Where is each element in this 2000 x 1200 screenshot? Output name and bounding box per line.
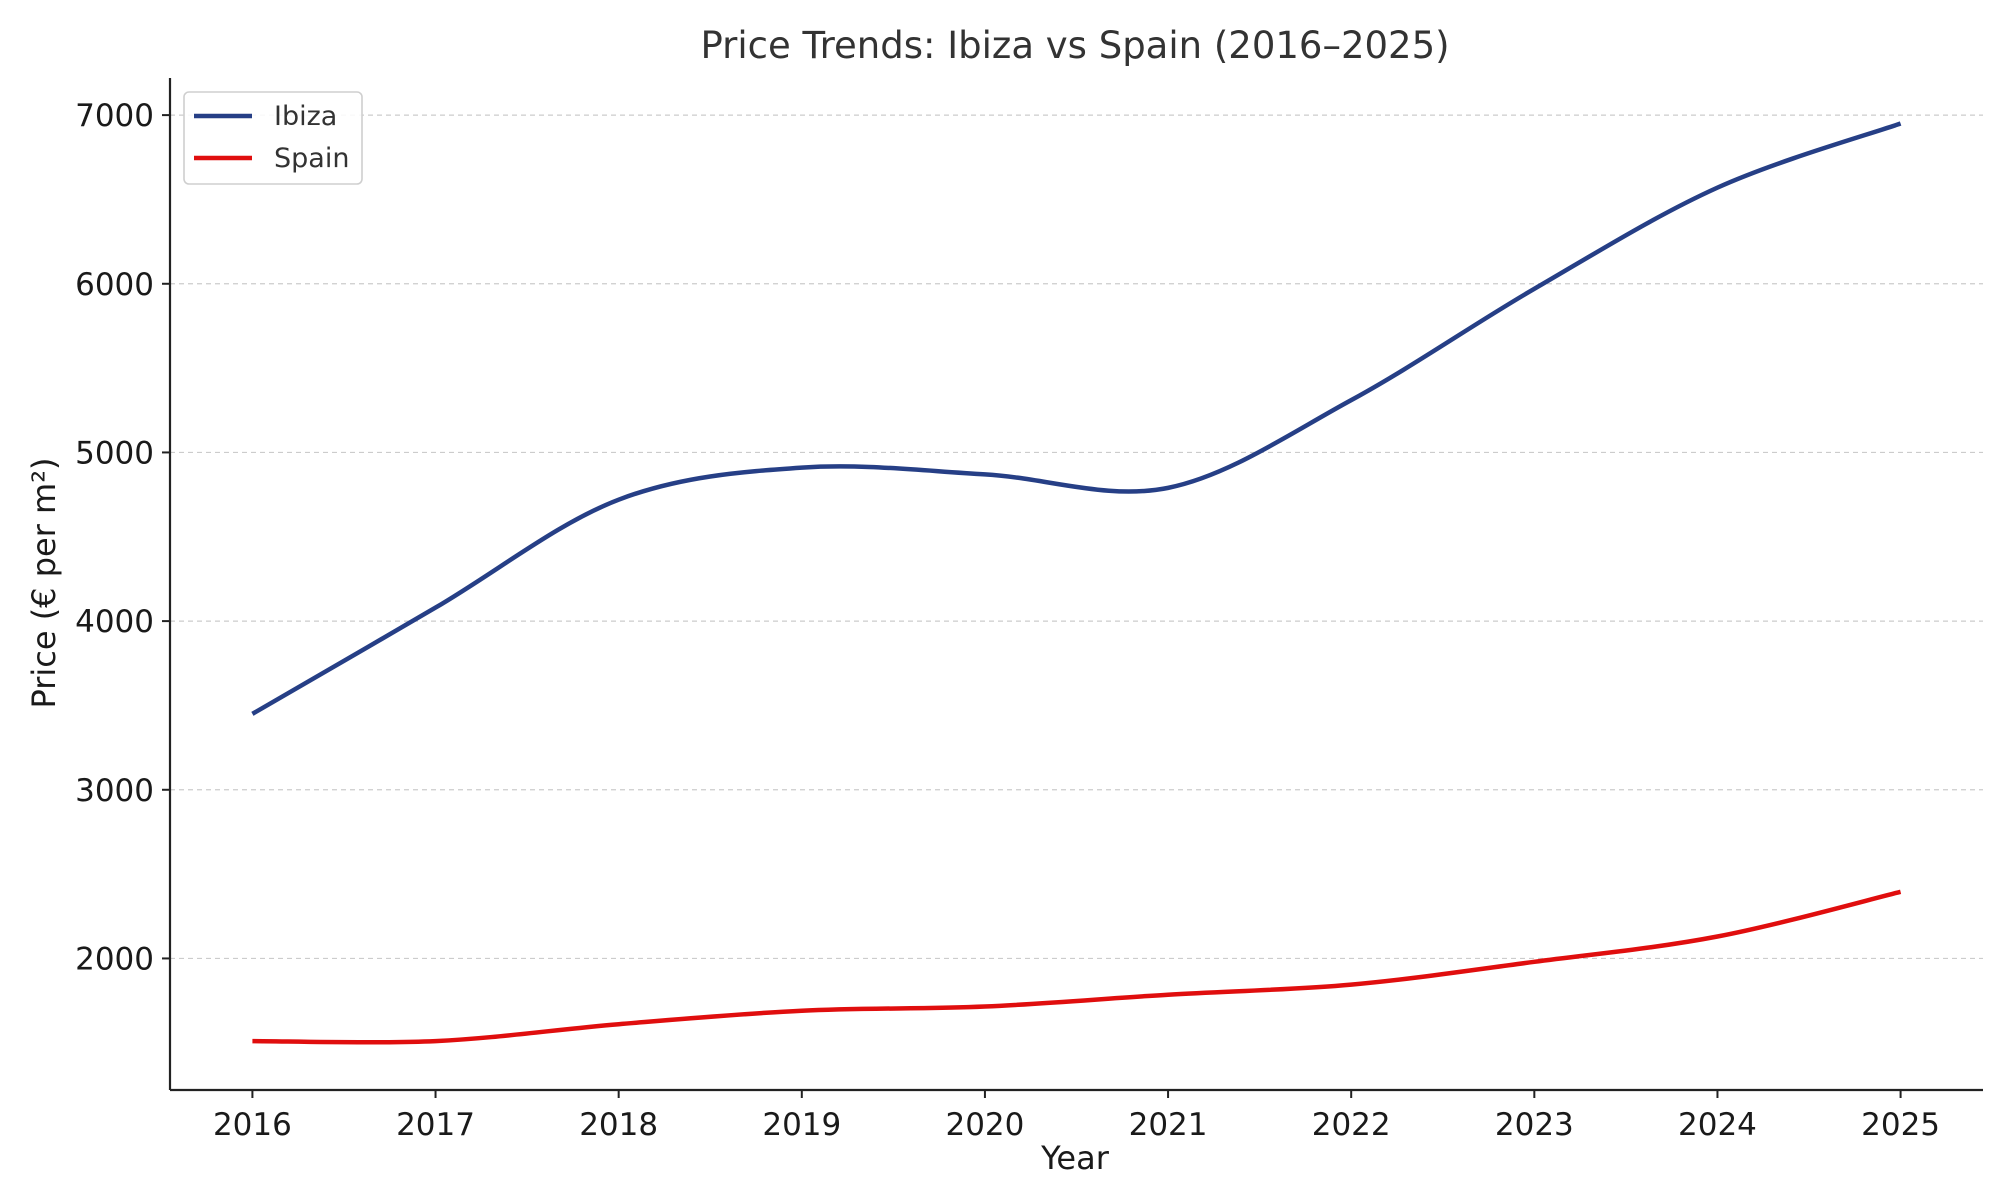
x-tick-label: 2019 xyxy=(762,1107,841,1143)
legend-label-ibiza: Ibiza xyxy=(274,101,337,132)
y-tick-label: 6000 xyxy=(75,267,154,303)
x-tick-label: 2023 xyxy=(1495,1107,1574,1143)
y-tick-label: 4000 xyxy=(75,604,154,640)
x-tick-label: 2017 xyxy=(396,1107,475,1143)
x-tick-label: 2020 xyxy=(945,1107,1024,1143)
x-tick-label: 2024 xyxy=(1678,1107,1757,1143)
x-tick-label: 2018 xyxy=(579,1107,658,1143)
y-axis-label: Price (€ per m²) xyxy=(25,457,63,708)
series-line-spain xyxy=(252,889,1902,1045)
y-tick-label: 7000 xyxy=(75,98,154,134)
x-axis-label: Year xyxy=(1040,1139,1110,1177)
legend-label-spain: Spain xyxy=(274,143,349,174)
x-tick-label: 2016 xyxy=(213,1107,292,1143)
x-tick-label: 2021 xyxy=(1129,1107,1208,1143)
chart-title: Price Trends: Ibiza vs Spain (2016–2025) xyxy=(700,24,1449,67)
x-tick-label: 2025 xyxy=(1861,1107,1940,1143)
series-lines xyxy=(251,121,1902,1045)
tick-labels: 2000 3000 4000 5000 6000 7000 2016 2017 2018 2019… xyxy=(75,98,1940,1143)
y-tick-label: 2000 xyxy=(75,941,154,977)
series-line-ibiza xyxy=(251,121,1902,716)
axes xyxy=(162,78,1983,1098)
y-tick-label: 3000 xyxy=(75,773,154,809)
x-tick-label: 2022 xyxy=(1312,1107,1391,1143)
legend: Ibiza Spain xyxy=(183,91,363,185)
y-tick-label: 5000 xyxy=(75,435,154,471)
